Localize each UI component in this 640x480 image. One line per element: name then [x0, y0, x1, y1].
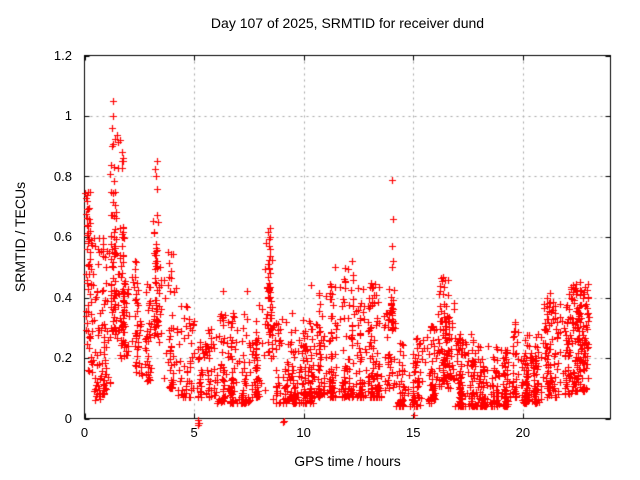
x-tick-label: 5 — [190, 425, 198, 440]
x-tick-label: 20 — [515, 425, 531, 440]
y-tick-label: 0.8 — [53, 168, 72, 184]
y-tick-label: 0.6 — [53, 229, 72, 244]
y-tick-label: 0.2 — [53, 350, 72, 365]
x-tick-label: 0 — [80, 425, 89, 440]
x-tick-label: 10 — [296, 425, 311, 440]
x-tick-label: 15 — [406, 425, 421, 440]
x-axis-label: GPS time / hours — [294, 453, 401, 469]
chart-title: Day 107 of 2025, SRMTID for receiver dun… — [210, 15, 485, 31]
y-tick-label: 0.4 — [53, 289, 72, 305]
y-tick-label: 1 — [64, 108, 72, 123]
y-tick-label: 0 — [64, 410, 72, 426]
y-tick-label: 1.2 — [53, 47, 72, 63]
